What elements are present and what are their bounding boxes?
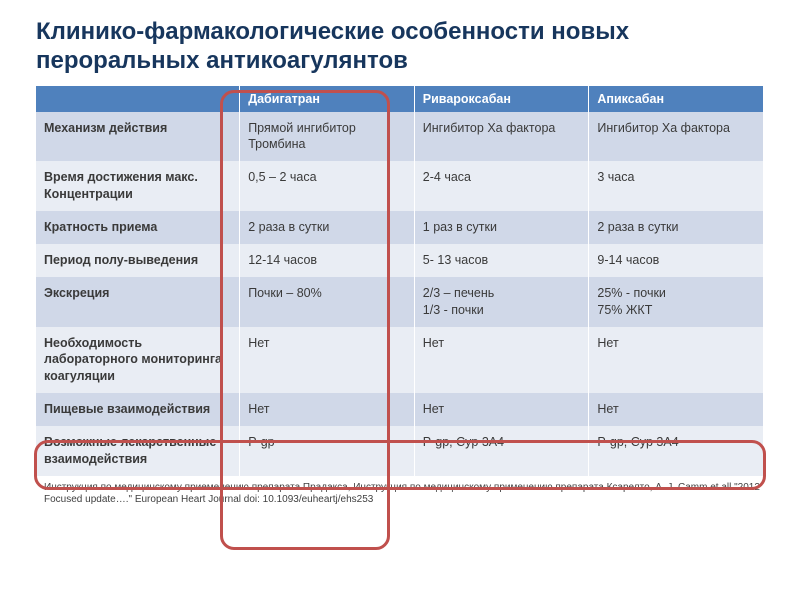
table-cell: Нет [240,327,415,394]
footnote: Инструкция по медицинскому приеменению п… [36,482,764,507]
row-head: Кратность приема [36,211,240,244]
row-head: Возможные лекарственные взаимодействия [36,426,240,476]
table-cell: 3 часа [589,161,764,211]
table-cell: 12-14 часов [240,244,415,277]
table-cell: 2 раза в сутки [589,211,764,244]
table-cell: P-gp, Cyp 3A4 [589,426,764,476]
col-header-dabigatran: Дабигатран [240,86,415,112]
comparison-table: Дабигатран Ривароксабан Апиксабан Механи… [36,86,764,476]
table-cell: Нет [589,393,764,426]
table-row: Необходимость лабораторного мониторинга … [36,327,764,394]
table-row: Пищевые взаимодействияНетНетНет [36,393,764,426]
page-title: Клинико-фармакологические особенности но… [36,18,764,76]
table-cell: 0,5 – 2 часа [240,161,415,211]
table-cell: Нет [414,393,589,426]
table-row: Механизм действияПрямой ингибитор Тромби… [36,112,764,162]
table-row: Возможные лекарственные взаимодействияP-… [36,426,764,476]
table-cell: Прямой ингибитор Тромбина [240,112,415,162]
row-head: Пищевые взаимодействия [36,393,240,426]
row-head: Экскреция [36,277,240,327]
row-head: Время достижения макс. Концентрации [36,161,240,211]
table-cell: P-gp [240,426,415,476]
col-header-rivaroxaban: Ривароксабан [414,86,589,112]
table-cell: 25% - почки75% ЖКТ [589,277,764,327]
table-row: Кратность приема2 раза в сутки1 раз в су… [36,211,764,244]
table-cell: 2 раза в сутки [240,211,415,244]
table-cell: 1 раз в сутки [414,211,589,244]
table-cell: Ингибитор Ха фактора [414,112,589,162]
row-head: Необходимость лабораторного мониторинга … [36,327,240,394]
row-head: Механизм действия [36,112,240,162]
table-cell: Нет [589,327,764,394]
table-cell: 5- 13 часов [414,244,589,277]
table-row: Время достижения макс. Концентрации0,5 –… [36,161,764,211]
table-cell: Почки – 80% [240,277,415,327]
col-header-apixaban: Апиксабан [589,86,764,112]
table-cell: 2-4 часа [414,161,589,211]
table-cell: Нет [240,393,415,426]
table-row: Период полу-выведения12-14 часов5- 13 ча… [36,244,764,277]
col-header-blank [36,86,240,112]
row-head: Период полу-выведения [36,244,240,277]
table-cell: Ингибитор Ха фактора [589,112,764,162]
table-cell: Нет [414,327,589,394]
table-header-row: Дабигатран Ривароксабан Апиксабан [36,86,764,112]
table-cell: 2/3 – печень1/3 - почки [414,277,589,327]
table-row: ЭкскрецияПочки – 80%2/3 – печень1/3 - по… [36,277,764,327]
table-cell: P-gp, Cyp 3A4 [414,426,589,476]
table-cell: 9-14 часов [589,244,764,277]
